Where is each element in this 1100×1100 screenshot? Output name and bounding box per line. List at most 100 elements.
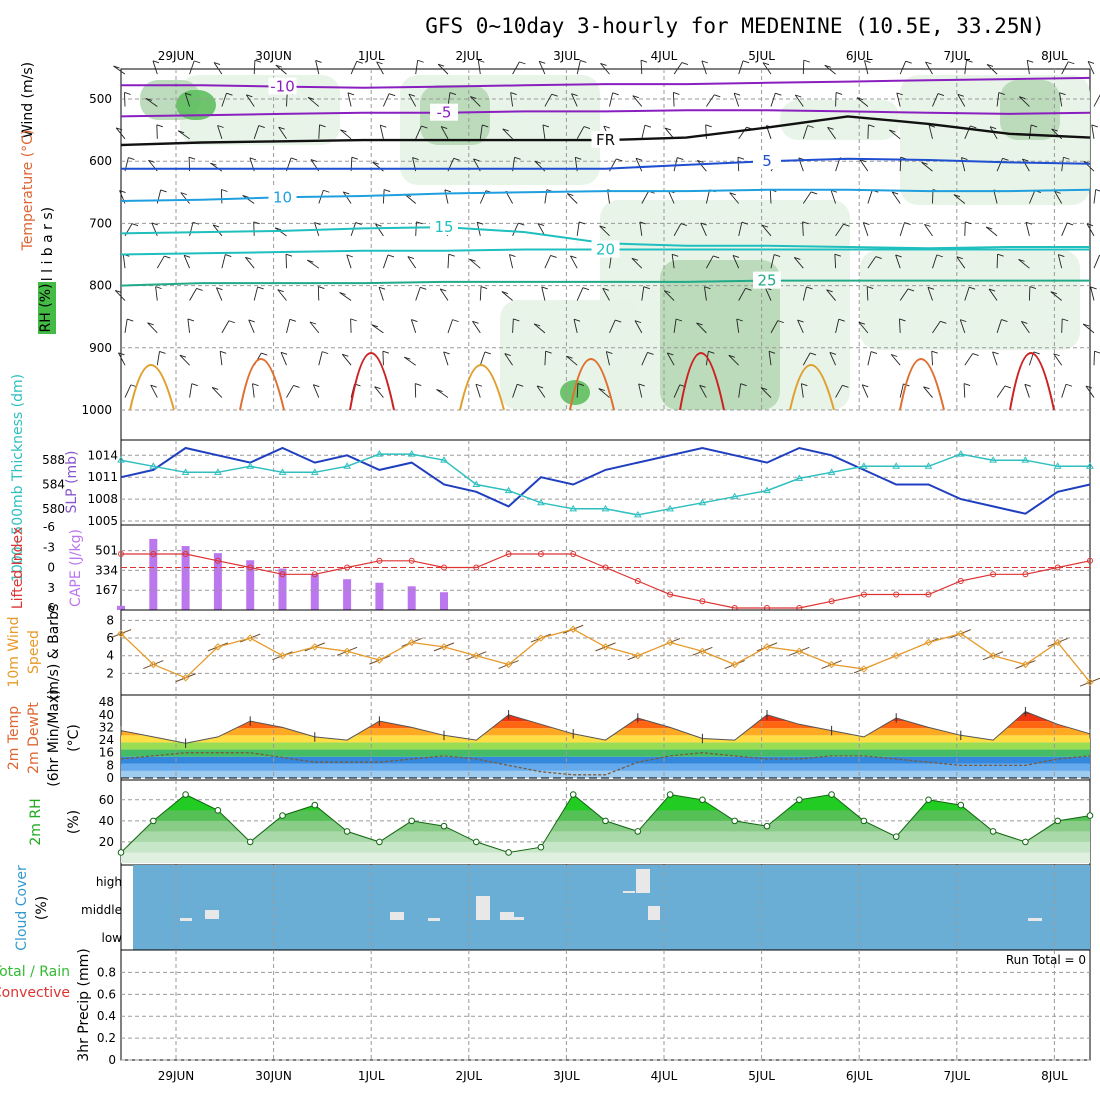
wind-barb xyxy=(342,191,352,204)
wind-barb xyxy=(340,129,352,140)
wind-barb-flag xyxy=(1018,258,1025,262)
wind-barb-flag xyxy=(212,224,220,228)
pressure-tick-label: 600 xyxy=(89,154,112,168)
wind-barb xyxy=(704,286,707,301)
wind-barb-flag xyxy=(541,286,548,290)
wind-barb xyxy=(443,351,449,366)
contour-label: -10 xyxy=(270,78,295,96)
wind-barb-flag xyxy=(1094,350,1100,354)
wind-barb xyxy=(248,319,255,334)
wind-barb xyxy=(1050,291,1062,301)
wind-barb-flag xyxy=(639,221,646,225)
wind-barb-flag xyxy=(875,256,882,260)
wind-barb xyxy=(770,254,775,269)
wind-barb xyxy=(834,254,837,269)
wind-barb-flag xyxy=(351,156,358,160)
wind-barb-flag xyxy=(177,130,185,134)
wind-barb xyxy=(899,288,909,301)
li-point xyxy=(990,571,997,578)
rh2m-point xyxy=(892,833,900,840)
wind-barb-flag xyxy=(892,191,899,195)
wind-barb xyxy=(252,383,255,398)
wind-barb-flag xyxy=(420,286,427,290)
wind-barb-flag xyxy=(147,322,154,326)
wind-barb-flag xyxy=(482,124,489,128)
wind-barb-flag xyxy=(842,384,849,388)
wind-barb-flag xyxy=(992,351,999,355)
wind-barb xyxy=(663,290,675,301)
wind-barb xyxy=(800,383,804,398)
wind-barb-flag xyxy=(501,291,509,294)
contour-label: -5 xyxy=(437,104,452,122)
wind-barb-flag xyxy=(280,351,288,355)
wind-barb xyxy=(341,354,352,366)
wind10m-point xyxy=(1086,678,1094,686)
rh2m-tick: 60 xyxy=(99,793,114,807)
wind-barb xyxy=(415,287,421,301)
wind-barb-flag xyxy=(634,320,642,324)
cloud-bar xyxy=(514,917,524,920)
wind-barb xyxy=(928,125,933,139)
thickness-point xyxy=(472,480,481,487)
cloud-level-low: low xyxy=(102,931,123,945)
wind-barb-flag xyxy=(843,223,850,227)
pressure-axis: 500 600 700 800 900 1000 xyxy=(81,92,112,417)
wind-barb xyxy=(864,60,869,75)
wind-barb xyxy=(899,222,905,236)
temp-tick: 16 xyxy=(99,746,114,760)
rh-shade-area xyxy=(176,90,216,120)
lifted-index-series xyxy=(118,551,1093,611)
wind-barb xyxy=(415,60,419,75)
wind-barb-flag xyxy=(225,254,232,258)
wind-barb-flag xyxy=(1054,190,1061,194)
wind-barb xyxy=(736,318,740,333)
wind-barb xyxy=(309,321,320,334)
wind-barb-flag xyxy=(1059,92,1066,96)
wind-barb xyxy=(696,322,707,334)
wind-barb xyxy=(156,255,165,269)
wind-barb-flag xyxy=(615,319,622,323)
wind-barb-flag xyxy=(1022,158,1029,162)
precip-tick: 0.8 xyxy=(97,965,116,979)
wind-barb xyxy=(216,287,223,301)
wind-barb-flag xyxy=(826,289,833,293)
wind-barb xyxy=(382,189,385,204)
cape-bar xyxy=(149,538,158,610)
wind-barb-flag xyxy=(1004,385,1012,389)
wind-barb xyxy=(286,319,291,333)
contour-5 xyxy=(121,157,1091,170)
wind-barb xyxy=(802,125,809,139)
cloud-bar xyxy=(648,906,660,920)
bottom-day-label: 4JUL xyxy=(651,1069,678,1083)
wind-barb-flag xyxy=(314,222,321,225)
wind-barb-flag xyxy=(307,97,315,100)
wind-barb xyxy=(375,223,384,237)
wind-barb xyxy=(1091,124,1095,139)
rh2m-point xyxy=(343,828,351,835)
bottom-day-label: 3JUL xyxy=(553,1069,580,1083)
wind-barb-flag xyxy=(444,189,451,193)
li-tick: 0 xyxy=(47,561,55,575)
wind-barb xyxy=(635,158,643,172)
bottom-day-label: 2JUL xyxy=(455,1069,482,1083)
wind-barb-flag xyxy=(128,157,135,160)
low-level-contour xyxy=(679,352,725,411)
wind-barb-flag xyxy=(416,221,423,225)
li-point xyxy=(634,578,641,584)
wind-barb-flag xyxy=(602,287,609,291)
upper-grid xyxy=(121,69,1090,411)
cloud-level-high: high xyxy=(96,875,122,889)
dewpoint-line xyxy=(120,752,1091,776)
thickness-point xyxy=(149,462,158,469)
wind-barb xyxy=(1082,323,1095,334)
wind-barb xyxy=(1028,190,1036,204)
rh2m-tick: 40 xyxy=(99,814,114,828)
wind-barb-flag xyxy=(536,385,544,389)
wind-barb xyxy=(728,354,740,366)
wind-barb-flag xyxy=(220,350,227,354)
temp-band xyxy=(121,756,1090,764)
wind-barb xyxy=(673,223,682,237)
cloud-level-middle: middle xyxy=(81,903,122,917)
wind-barb xyxy=(544,94,553,107)
thickness-point xyxy=(763,486,771,494)
